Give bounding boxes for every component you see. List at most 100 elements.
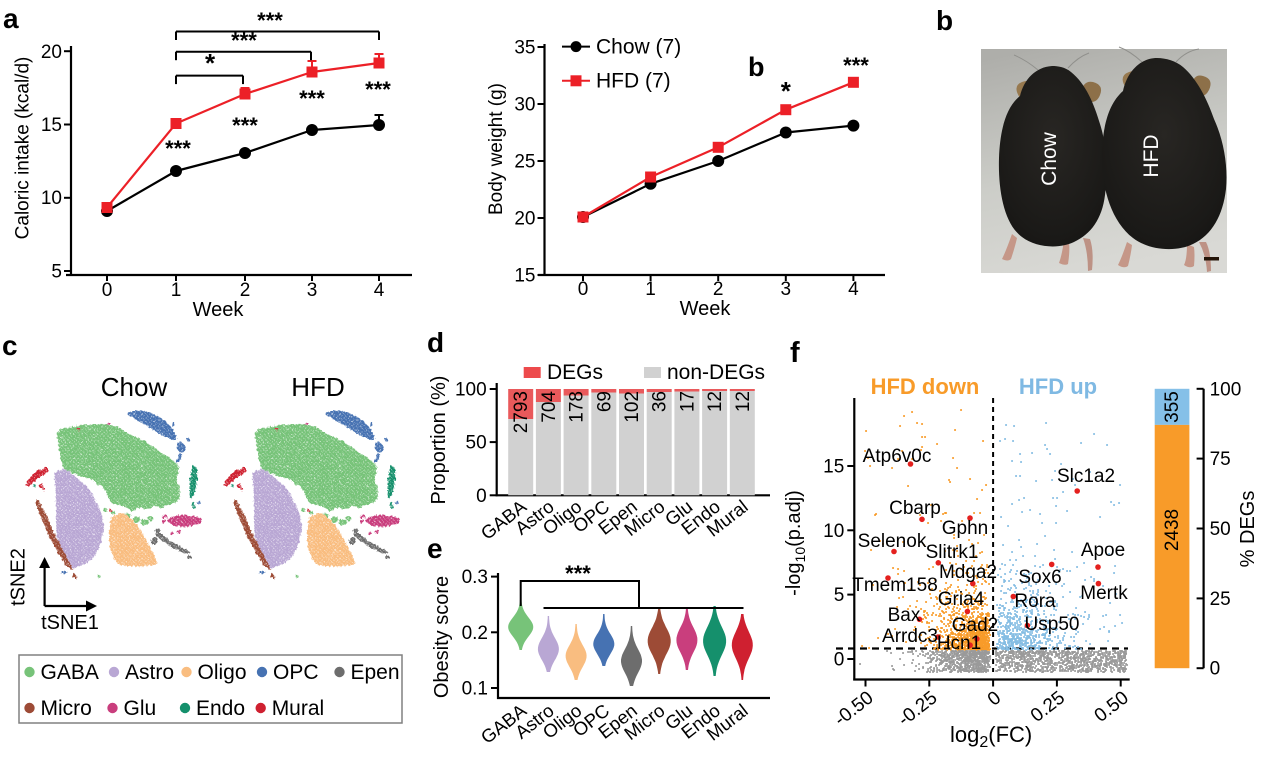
svg-text:Chow: Chow — [101, 372, 168, 402]
svg-text:% DEGs: % DEGs — [1237, 491, 1259, 568]
svg-text:HFD up: HFD up — [1019, 374, 1097, 399]
svg-text:non-DEGs: non-DEGs — [667, 361, 765, 384]
svg-text:e: e — [427, 533, 443, 564]
svg-text:0.1: 0.1 — [462, 679, 488, 700]
svg-text:c: c — [2, 330, 18, 361]
svg-text:2: 2 — [240, 280, 251, 301]
svg-text:HFD (7): HFD (7) — [596, 70, 671, 93]
svg-text:***: *** — [299, 86, 325, 111]
svg-text:***: *** — [365, 77, 391, 102]
svg-text:15: 15 — [514, 266, 535, 287]
svg-text:log2(FC): log2(FC) — [950, 722, 1032, 751]
svg-text:35: 35 — [514, 38, 535, 59]
svg-text:10: 10 — [41, 188, 62, 209]
svg-text:10: 10 — [823, 521, 844, 542]
svg-text:Mertk: Mertk — [1080, 583, 1128, 604]
svg-text:5: 5 — [834, 585, 845, 606]
svg-text:178: 178 — [567, 391, 588, 423]
svg-text:0.3: 0.3 — [462, 567, 488, 588]
svg-text:a: a — [3, 3, 19, 34]
svg-text:b: b — [748, 52, 765, 82]
svg-text:Cbarp: Cbarp — [889, 498, 941, 519]
svg-text:Obesity score: Obesity score — [431, 576, 453, 698]
svg-text:tSNE2: tSNE2 — [8, 548, 30, 606]
svg-text:4: 4 — [374, 280, 385, 301]
svg-text:2: 2 — [713, 279, 724, 300]
svg-text:0: 0 — [476, 486, 487, 507]
svg-text:HFD down: HFD down — [871, 374, 980, 399]
svg-text:Hcn1: Hcn1 — [937, 633, 981, 654]
svg-text:Bax: Bax — [888, 605, 921, 626]
svg-text:50: 50 — [1210, 519, 1231, 540]
svg-text:0: 0 — [1210, 659, 1221, 680]
svg-text:*: * — [781, 76, 792, 106]
svg-text:Apoe: Apoe — [1081, 540, 1125, 561]
svg-text:Chow (7): Chow (7) — [596, 36, 681, 59]
svg-text:5: 5 — [51, 262, 62, 283]
svg-text:***: *** — [257, 8, 283, 33]
svg-text:15: 15 — [41, 115, 62, 136]
svg-text:17: 17 — [677, 391, 698, 412]
svg-text:DEGs: DEGs — [547, 361, 603, 384]
svg-text:Week: Week — [680, 298, 732, 320]
svg-text:Chow: Chow — [1038, 131, 1061, 186]
svg-text:Sox6: Sox6 — [1018, 567, 1061, 588]
svg-text:***: *** — [843, 53, 869, 78]
svg-text:d: d — [427, 327, 444, 358]
svg-text:30: 30 — [514, 95, 535, 116]
svg-text:20: 20 — [41, 42, 62, 63]
svg-text:12: 12 — [733, 391, 754, 412]
svg-text:***: *** — [565, 561, 591, 586]
svg-text:Usp50: Usp50 — [1025, 614, 1080, 635]
svg-text:100: 100 — [1210, 379, 1242, 400]
svg-text:1: 1 — [645, 279, 656, 300]
svg-text:Arrdc3: Arrdc3 — [882, 626, 938, 647]
svg-text:Glu: Glu — [124, 697, 157, 720]
svg-text:0: 0 — [834, 650, 845, 671]
svg-text:HFD: HFD — [291, 372, 344, 402]
svg-text:f: f — [790, 337, 800, 369]
svg-text:1: 1 — [171, 280, 182, 301]
svg-text:704: 704 — [539, 391, 560, 423]
svg-text:50: 50 — [466, 433, 487, 454]
svg-text:Mural: Mural — [272, 697, 325, 720]
svg-text:b: b — [936, 5, 953, 36]
svg-text:Gria4: Gria4 — [938, 589, 985, 610]
svg-text:***: *** — [232, 113, 258, 138]
svg-text:Rora: Rora — [1014, 591, 1056, 612]
svg-text:102: 102 — [622, 391, 643, 423]
svg-text:***: *** — [231, 28, 257, 53]
svg-text:Body weight (g): Body weight (g) — [486, 83, 507, 215]
svg-text:355: 355 — [1162, 391, 1183, 423]
svg-text:Caloric intake (kcal/d): Caloric intake (kcal/d) — [13, 57, 34, 240]
svg-text:20: 20 — [514, 209, 535, 230]
svg-text:25: 25 — [1210, 589, 1231, 610]
svg-text:tSNE1: tSNE1 — [41, 612, 99, 634]
svg-text:Mdga2: Mdga2 — [939, 562, 997, 583]
svg-text:Micro: Micro — [41, 697, 92, 720]
svg-text:100: 100 — [455, 380, 487, 401]
svg-text:75: 75 — [1210, 449, 1231, 470]
svg-text:Atp6v0c: Atp6v0c — [863, 446, 932, 467]
svg-text:0: 0 — [102, 280, 113, 301]
svg-text:Epen: Epen — [351, 661, 400, 684]
svg-text:Slitrk1: Slitrk1 — [926, 542, 979, 563]
svg-text:GABA: GABA — [41, 661, 99, 684]
svg-text:12: 12 — [705, 391, 726, 412]
svg-text:HFD: HFD — [1140, 134, 1163, 177]
svg-text:Tmem158: Tmem158 — [852, 575, 938, 596]
svg-text:3: 3 — [781, 279, 792, 300]
svg-text:-log10(p.adj): -log10(p.adj) — [783, 490, 808, 596]
svg-text:Week: Week — [193, 299, 245, 321]
svg-text:Astro: Astro — [125, 661, 174, 684]
svg-text:Oligo: Oligo — [198, 661, 247, 684]
svg-text:Endo: Endo — [196, 697, 245, 720]
svg-text:Gad2: Gad2 — [952, 615, 998, 636]
svg-text:36: 36 — [650, 391, 671, 412]
svg-text:3: 3 — [307, 280, 318, 301]
svg-text:Slc1a2: Slc1a2 — [1057, 466, 1115, 487]
svg-text:Gphn: Gphn — [942, 518, 988, 539]
svg-text:69: 69 — [594, 391, 615, 412]
svg-text:***: *** — [165, 136, 191, 161]
svg-text:Proportion (%): Proportion (%) — [428, 376, 450, 505]
